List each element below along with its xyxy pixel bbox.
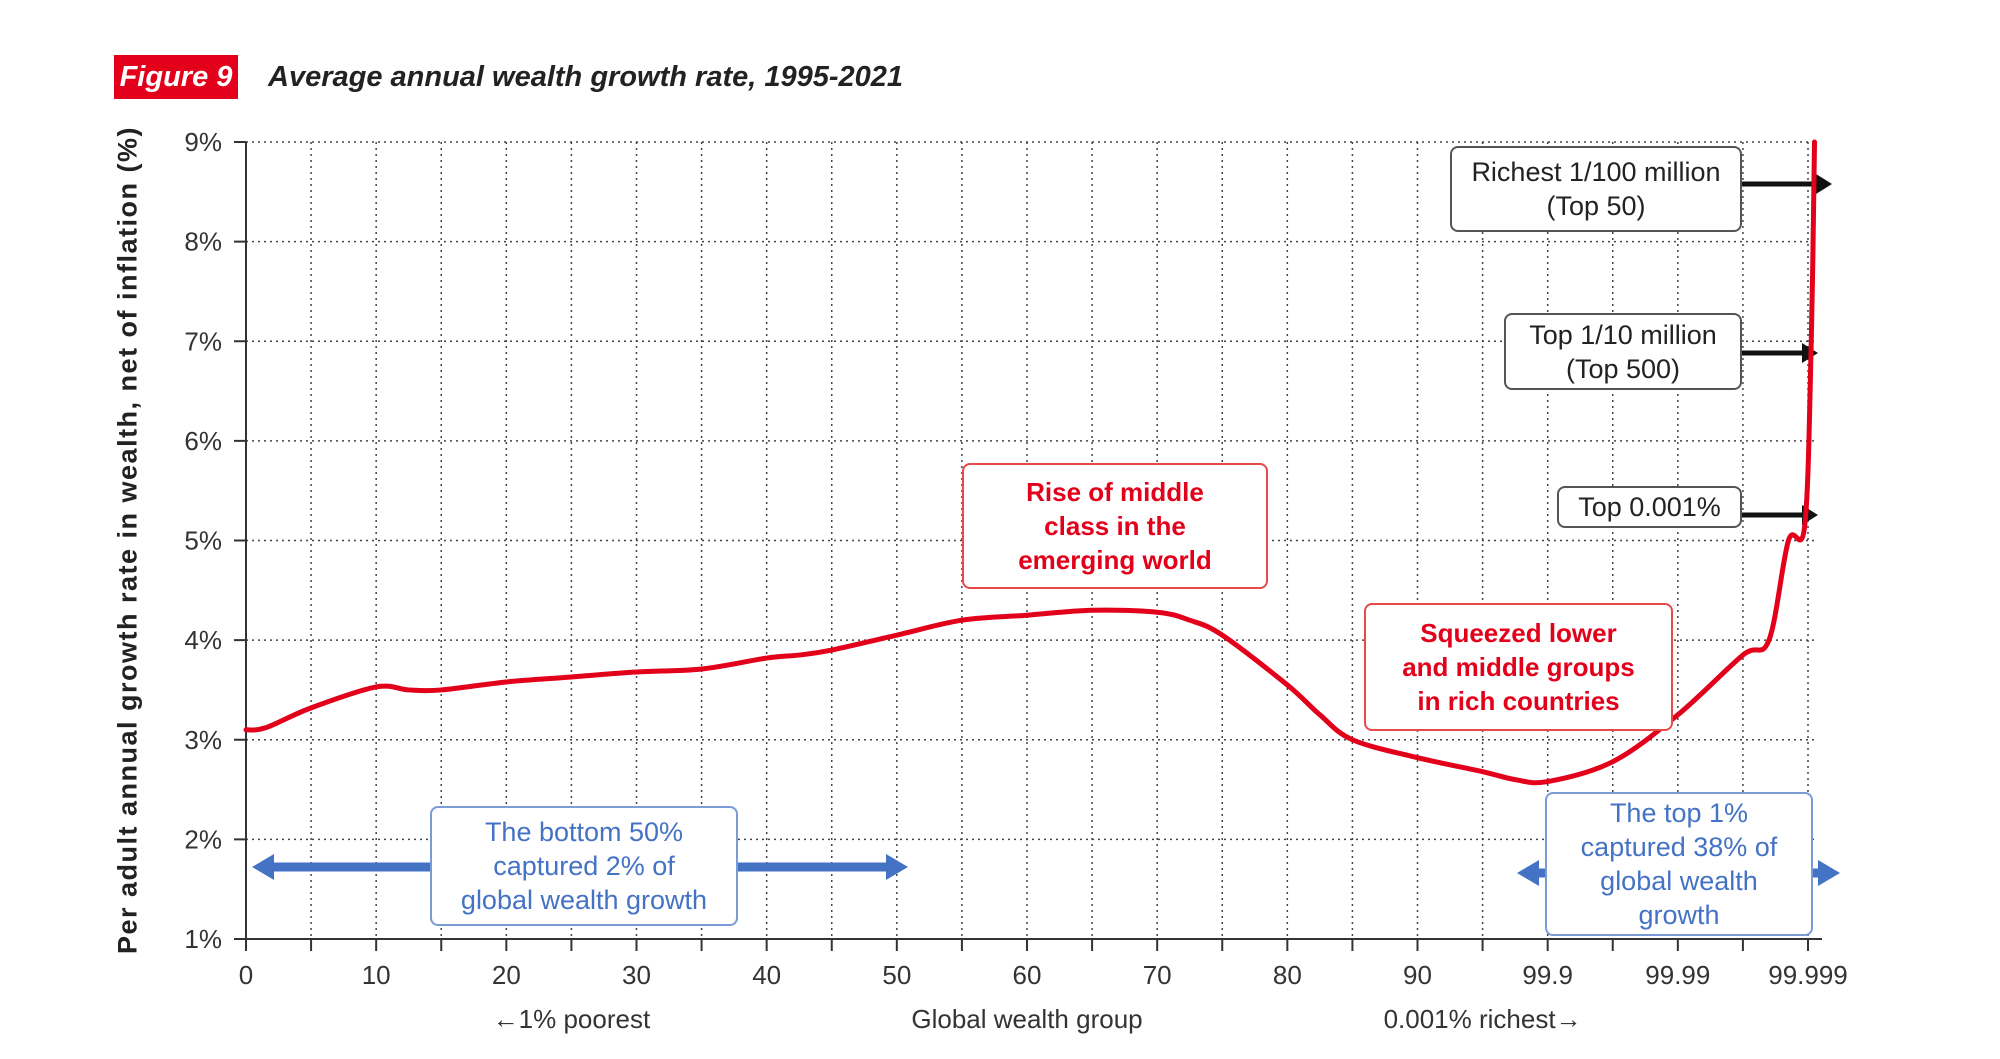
- axes: [234, 141, 1822, 951]
- y-tick-label: 2%: [184, 824, 222, 854]
- annotation-line: growth: [1638, 900, 1720, 930]
- y-tick-label: 9%: [184, 127, 222, 157]
- x-tick-label: 99.99: [1645, 960, 1710, 990]
- x-tick-label: 80: [1273, 960, 1302, 990]
- x-sublabel-right: 0.001% richest→: [1384, 1004, 1582, 1034]
- x-tick-label: 20: [492, 960, 521, 990]
- x-tick-label: 50: [882, 960, 911, 990]
- annotation-line: class in the: [1044, 511, 1186, 541]
- figure-badge: Figure 9: [114, 55, 238, 99]
- top1-arrow-head-left: [1517, 860, 1539, 886]
- annotation-middle-class: Rise of middle class in the emerging wor…: [962, 463, 1268, 589]
- annotation-line: (Top 50): [1546, 191, 1646, 221]
- annotation-richest-top-50: Richest 1/100 million (Top 50): [1450, 146, 1742, 232]
- y-tick-label: 3%: [184, 725, 222, 755]
- annotation-line: The top 1%: [1609, 798, 1749, 828]
- x-tick-label: 30: [622, 960, 651, 990]
- y-tick-label: 1%: [184, 924, 222, 954]
- series-line: [243, 139, 1818, 786]
- bottom50-arrow-head-left: [252, 854, 274, 880]
- y-tick-label: 7%: [184, 326, 222, 356]
- annotation-line: Top 1/10 million: [1529, 319, 1717, 350]
- annotation-bottom-50: The bottom 50% captured 2% of global wea…: [430, 806, 738, 926]
- annotation-top-0001: Top 0.001%: [1557, 486, 1742, 528]
- annotation-line: emerging world: [1018, 545, 1212, 575]
- x-tick-label: 99.9: [1522, 960, 1573, 990]
- annotation-line: The bottom 50%: [484, 817, 684, 847]
- annotation-line: Squeezed lower: [1420, 618, 1617, 648]
- y-tick-label: 4%: [184, 625, 222, 655]
- annotation-line: captured 2% of: [493, 851, 675, 881]
- annotation-line: (Top 500): [1565, 353, 1681, 384]
- annotation-line: in rich countries: [1417, 686, 1620, 716]
- annotation-line: global wealth growth: [460, 885, 708, 915]
- x-tick-label: 90: [1403, 960, 1432, 990]
- x-tick-label: 40: [752, 960, 781, 990]
- y-tick-label: 5%: [184, 526, 222, 556]
- richest-arrow-head: [1816, 174, 1832, 194]
- annotation-line: Rise of middle: [1026, 477, 1204, 507]
- annotation-top-500: Top 1/10 million (Top 500): [1504, 313, 1742, 390]
- x-tick-label: 10: [362, 960, 391, 990]
- figure-title: Average annual wealth growth rate, 1995-…: [268, 61, 904, 93]
- x-tick-label: 60: [1013, 960, 1042, 990]
- x-tick-label: 70: [1143, 960, 1172, 990]
- x-axis-title: Global wealth group: [911, 1004, 1142, 1034]
- y-tick-label: 6%: [184, 426, 222, 456]
- top1-arrow-head-right: [1818, 860, 1840, 886]
- annotation-squeezed: Squeezed lower and middle groups in rich…: [1364, 603, 1673, 731]
- x-sublabel-left: ←1% poorest: [493, 1004, 651, 1034]
- bottom50-arrow-head-right: [886, 854, 908, 880]
- annotation-line: Richest 1/100 million: [1471, 157, 1721, 187]
- x-tick-label: 0: [239, 960, 253, 990]
- annotation-line: and middle groups: [1402, 652, 1635, 682]
- tick-labels: 1% 2% 3% 4% 5% 6% 7% 8% 9% 0 10 20 30 40 50 60 70 80 90 99.…: [184, 127, 1847, 990]
- annotation-top-1: The top 1% captured 38% of global wealth…: [1545, 792, 1813, 936]
- x-tick-label: 99.999: [1768, 960, 1848, 990]
- annotation-line: captured 38% of: [1580, 832, 1778, 862]
- annotation-line: global wealth: [1600, 866, 1758, 896]
- y-tick-label: 8%: [184, 227, 222, 257]
- annotation-line: Top 0.001%: [1578, 492, 1721, 522]
